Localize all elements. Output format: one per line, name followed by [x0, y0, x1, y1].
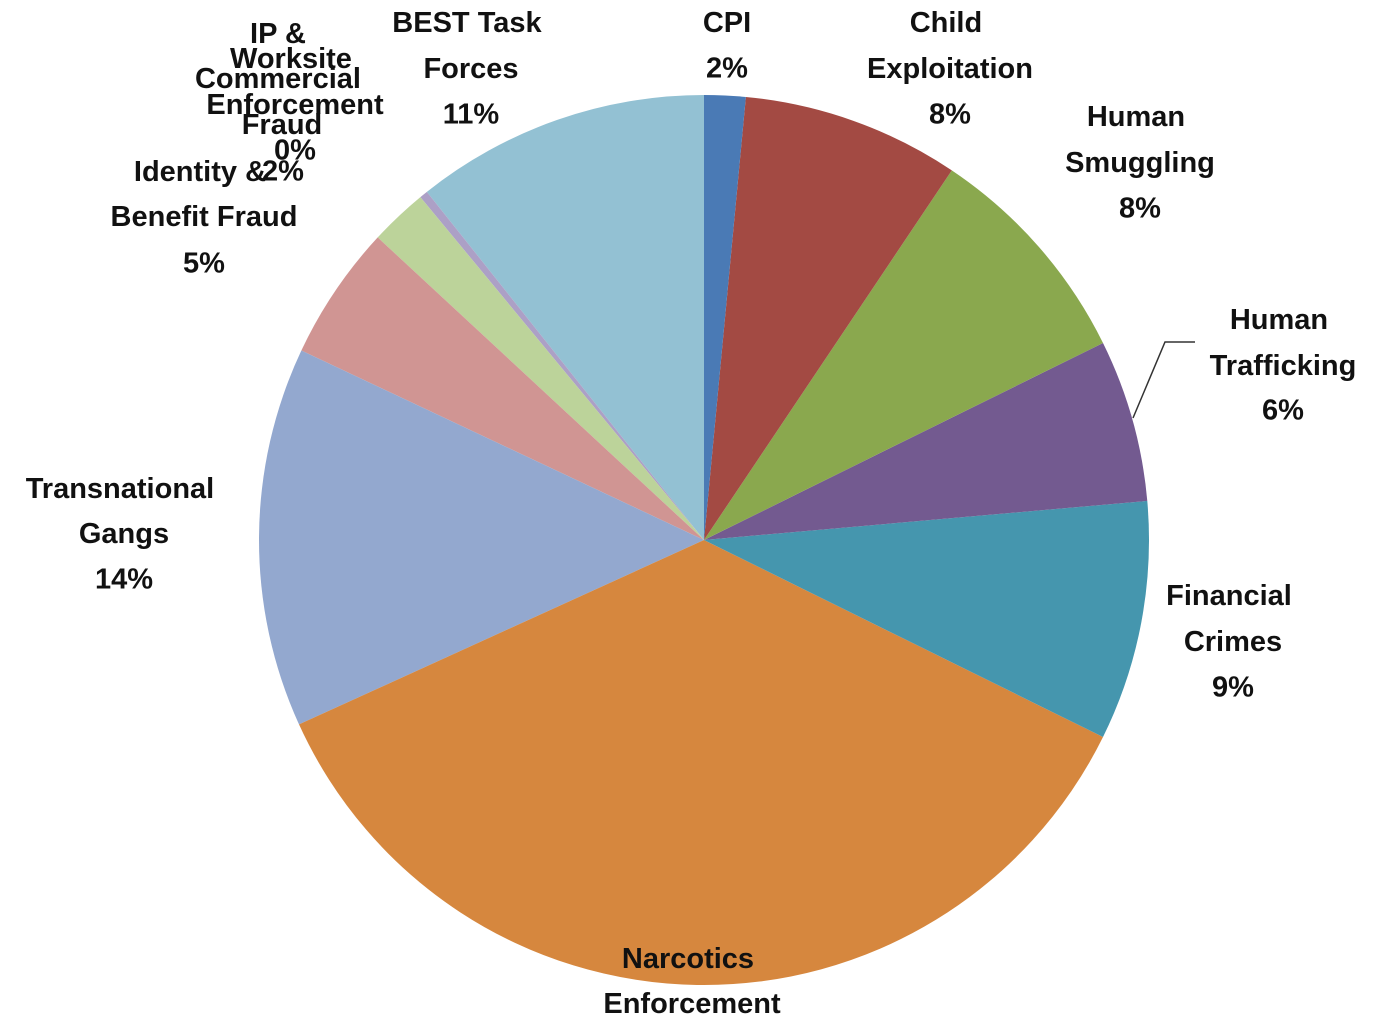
- slice-value-label: 8%: [1119, 193, 1161, 225]
- pie-slice: [704, 170, 1104, 540]
- slice-label: Human Smuggling: [1065, 101, 1215, 179]
- pie-slice: [258, 350, 704, 725]
- pie-slice: [704, 95, 746, 540]
- slice-value-label: 6%: [1262, 395, 1304, 427]
- slice-label: Financial Crimes: [1166, 580, 1300, 658]
- slice-value-label: 5%: [183, 248, 225, 280]
- slice-value-label: 9%: [1212, 672, 1254, 704]
- slice-label: Identity & Benefit Fraud: [111, 156, 298, 233]
- slice-label: Child Exploitation: [867, 7, 1033, 85]
- slice-value-label: 2%: [262, 156, 304, 188]
- slice-value-label: 8%: [929, 99, 971, 131]
- slice-label: Human Trafficking: [1210, 304, 1357, 382]
- slice-value-label: 0%: [274, 135, 316, 167]
- pie-slice: [704, 342, 1148, 540]
- pie-slice: [704, 96, 952, 541]
- slice-label: Narcotics Enforcement: [603, 943, 781, 1020]
- pie-slice: [420, 191, 704, 540]
- pie-slice: [704, 500, 1149, 738]
- slice-label: Worksite Enforcement: [206, 43, 384, 121]
- slice-label: BEST Task Forces: [392, 7, 549, 85]
- slice-value-label: 11%: [443, 99, 500, 131]
- pie-slice: [301, 237, 704, 540]
- pie-slice: [426, 94, 704, 540]
- pie-slice: [377, 197, 704, 540]
- slice-label: IP & Commercial Fraud: [195, 18, 369, 141]
- slice-label: Transnational Gangs: [26, 473, 223, 550]
- pie-slice: [299, 540, 1104, 986]
- slice-value-label: 2%: [706, 53, 748, 85]
- slice-value-label: 14%: [95, 564, 153, 596]
- slice-label: CPI: [703, 7, 751, 39]
- leader-line: [1132, 341, 1195, 419]
